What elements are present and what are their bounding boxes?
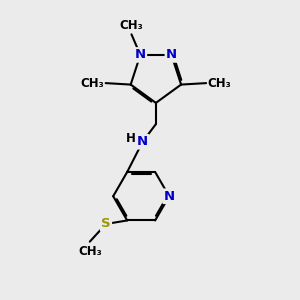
Text: N: N: [137, 135, 148, 148]
Text: CH₃: CH₃: [78, 244, 102, 258]
Text: CH₃: CH₃: [120, 19, 143, 32]
Text: N: N: [164, 190, 175, 203]
Text: CH₃: CH₃: [208, 76, 231, 90]
Text: H: H: [126, 132, 136, 145]
Text: S: S: [101, 218, 111, 230]
Text: N: N: [135, 48, 146, 62]
Text: N: N: [166, 48, 177, 62]
Text: CH₃: CH₃: [80, 76, 104, 90]
